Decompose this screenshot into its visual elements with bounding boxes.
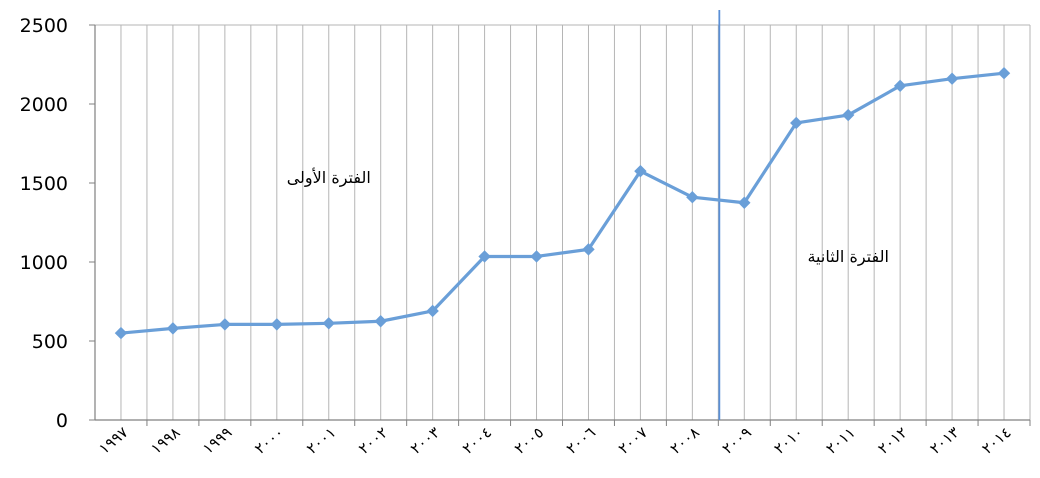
axes <box>89 24 1031 426</box>
x-tick-label: ٢٠١٣ <box>926 423 962 458</box>
data-point <box>322 317 335 330</box>
grid-lines <box>94 24 1031 420</box>
x-axis-ticks: ١٩٩٧ ١٩٩٨ ١٩٩٩ ٢٠٠٠ ٢٠٠١ ٢٠٠٢ ٢٠٠٣ ٢٠٠٤ ٢٠٠٥ ٢٠٠٦… <box>95 423 1014 458</box>
data-point <box>686 191 699 204</box>
data-point <box>426 304 439 318</box>
annotation-second-period: الفترة الثانية <box>807 247 888 267</box>
x-tick-label: ٢٠١١ <box>823 423 859 458</box>
data-point <box>738 196 751 209</box>
data-point <box>478 250 491 263</box>
data-point <box>166 322 180 335</box>
data-point <box>114 326 128 340</box>
data-point <box>997 66 1011 80</box>
series-line <box>120 71 1005 335</box>
y-tick-label: 1500 <box>20 173 68 195</box>
x-tick-label: ٢٠٠٧ <box>615 423 651 458</box>
annotations: الفترة الأولى الفترة الثانية <box>287 167 889 267</box>
x-tick-label: ٢٠٠١ <box>303 423 339 458</box>
data-point <box>218 318 232 331</box>
data-point <box>582 243 595 256</box>
data-point <box>374 315 387 328</box>
data-point <box>530 250 543 263</box>
x-tick-label: ٢٠٠٥ <box>511 423 547 458</box>
x-tick-label: ٢٠١٢ <box>874 423 910 458</box>
x-tick-label: ١٩٩٧ <box>95 423 131 458</box>
y-tick-label: 2000 <box>20 94 68 116</box>
y-tick-label: 500 <box>32 331 68 353</box>
x-tick-label: ٢٠٠٩ <box>719 423 755 458</box>
x-tick-label: ٢٠٠٨ <box>667 423 703 458</box>
y-axis-ticks: 0 500 1000 1500 2000 2500 <box>20 15 68 432</box>
x-tick-label: ٢٠٠٦ <box>563 423 599 458</box>
x-tick-label: ٢٠١٠ <box>771 423 807 458</box>
series <box>114 66 1011 340</box>
data-point <box>790 116 803 130</box>
x-tick-label: ٢٠٠٠ <box>251 423 287 458</box>
annotation-first-period: الفترة الأولى <box>287 167 371 188</box>
x-tick-label: ٢٠٠٣ <box>407 423 443 458</box>
x-tick-label: ١٩٩٨ <box>147 423 183 458</box>
x-tick-label: ٢٠٠٤ <box>459 423 495 458</box>
data-point <box>945 72 959 85</box>
data-point <box>270 318 284 331</box>
y-tick-label: 0 <box>56 410 68 432</box>
data-point <box>634 164 647 178</box>
data-point <box>841 108 855 122</box>
y-tick-label: 1000 <box>20 252 68 274</box>
y-tick-label: 2500 <box>20 15 68 37</box>
x-tick-label: ٢٠٠٢ <box>355 423 391 458</box>
x-tick-label: ٢٠١٤ <box>978 423 1014 458</box>
x-tick-label: ١٩٩٩ <box>199 423 235 458</box>
data-point <box>893 79 907 93</box>
